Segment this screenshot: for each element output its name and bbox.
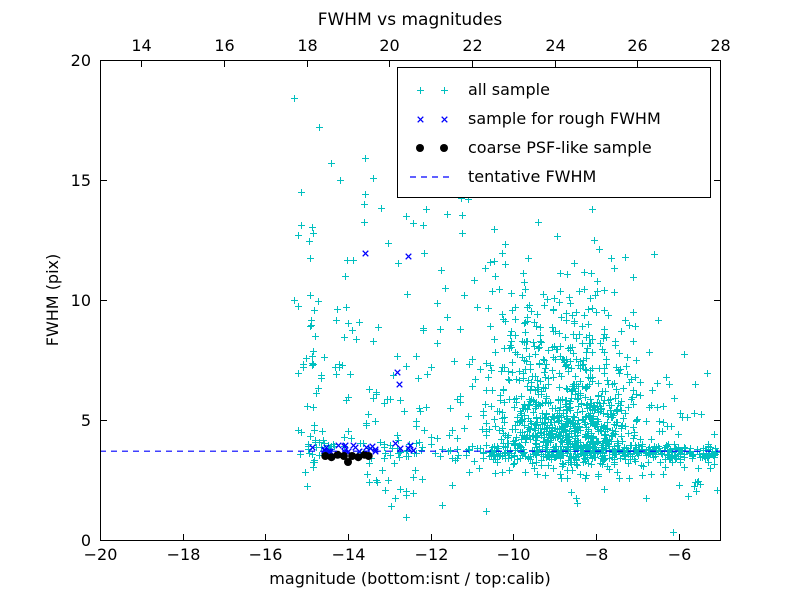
legend-label: all sample [468,80,550,99]
plus-marker-icon [417,86,448,94]
legend-item-dashed: tentative FWHM [408,162,700,191]
x-bottom-tick-label: −20 [84,545,118,564]
x-top-tick-label: 24 [545,36,565,55]
psf-sample-dot [354,453,363,462]
plot-frame [100,60,721,541]
y-tick-label: 20 [71,51,91,70]
legend-item-dot: coarse PSF-like sample [408,133,700,162]
x-top-tick-label: 22 [462,36,482,55]
x-bottom-tick-label: −10 [497,545,531,564]
legend-item-cross: sample for rough FWHM [408,104,700,133]
legend-label: coarse PSF-like sample [468,138,652,157]
legend-item-plus: all sample [408,75,700,104]
x-bottom-tick-label: −8 [585,545,609,564]
x-axis-label: magnitude (bottom:isnt / top:calib) [269,569,550,588]
y-tick-label: 10 [71,291,91,310]
x-top-tick-label: 28 [710,36,730,55]
y-tick-label: 5 [81,411,91,430]
x-top-tick-label: 14 [131,36,151,55]
axes-layer: −20 −18 −16 −14 −12 −10 −8 −6 14 16 18 20 22 24 26 28 0 5… [71,36,731,564]
legend-label: sample for rough FWHM [468,109,661,128]
psf-sample-dot [333,450,342,459]
legend-box: all sample sample for rough FWHM coarse PS… [397,67,711,198]
dashed-line-icon [410,175,454,178]
x-bottom-tick-label: −12 [415,545,449,564]
dot-marker-icon [416,143,448,152]
rough-fwhm-markers [309,250,417,456]
y-tick-label: 15 [71,171,91,190]
x-marker-icon [417,115,448,123]
y-tick-label: 0 [81,531,91,550]
psf-sample-dot [327,453,336,462]
x-bottom-tick-label: −18 [167,545,201,564]
legend-label: tentative FWHM [468,167,597,186]
psf-sample-dot [321,452,330,460]
x-top-tick-label: 26 [627,36,647,55]
plot-points-layer [100,95,720,536]
x-top-tick-label: 20 [379,36,399,55]
x-bottom-tick-label: −14 [332,545,366,564]
psf-sample-dot [344,458,352,466]
x-bottom-tick-label: −16 [249,545,283,564]
x-bottom-tick-label: −6 [668,545,692,564]
x-top-tick-label: 18 [297,36,317,55]
chart-title: FWHM vs magnitudes [318,10,503,30]
x-top-tick-label: 16 [214,36,234,55]
y-axis-label: FWHM (pix) [43,254,62,347]
psf-sample-dot [348,452,357,460]
psf-sample-dot [339,452,348,460]
psf-sample-dot [364,452,373,460]
